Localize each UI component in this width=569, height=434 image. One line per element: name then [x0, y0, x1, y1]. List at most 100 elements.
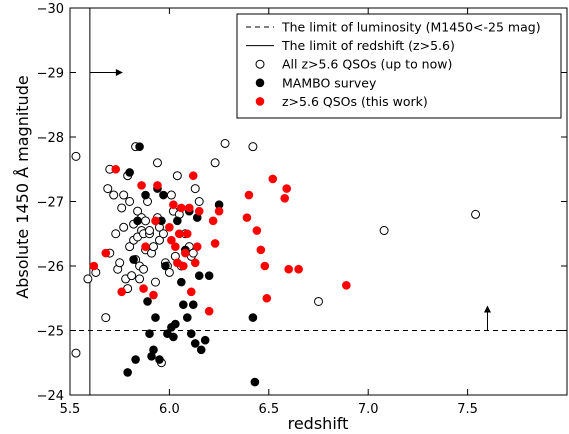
series-2: [89, 164, 351, 316]
data-point: [127, 271, 137, 281]
data-point: [101, 313, 111, 323]
data-point: [179, 261, 188, 271]
y-tick-label: −25: [37, 325, 64, 340]
data-point: [294, 264, 303, 274]
data-point: [214, 206, 224, 216]
y-axis: −24 −25 −26 −27 −28 −29 −30: [37, 2, 567, 404]
data-point: [252, 226, 262, 235]
data-point: [182, 229, 192, 239]
x-axis: 5.5 6.0 6.5 7.0 7.5: [60, 8, 478, 417]
x-axis-label: redshift: [288, 414, 349, 433]
data-point: [314, 296, 323, 306]
y-tick-label: −30: [37, 2, 64, 17]
data-point: [282, 184, 291, 193]
data-point: [220, 138, 230, 148]
data-point: [262, 293, 272, 303]
data-point: [194, 271, 204, 280]
data-point: [280, 193, 290, 203]
legend-marker: [255, 97, 265, 106]
data-point: [103, 184, 113, 194]
legend-label: z>5.6 QSOs (this work): [282, 94, 428, 109]
data-point: [379, 226, 389, 236]
data-point: [169, 200, 178, 210]
data-point: [181, 248, 190, 258]
data-point: [141, 242, 150, 251]
data-point: [101, 248, 111, 258]
data-point: [153, 181, 162, 190]
data-point: [131, 355, 140, 364]
data-point: [143, 297, 152, 306]
data-point: [171, 242, 180, 251]
data-point: [129, 255, 138, 264]
y-axis-label: Absolute 1450 Å magnitude: [13, 75, 32, 298]
data-point: [167, 235, 176, 245]
legend-box: [236, 13, 562, 119]
data-point: [186, 287, 196, 297]
data-point: [244, 190, 254, 200]
data-point: [194, 197, 204, 206]
data-point: [152, 158, 162, 168]
data-point: [188, 300, 198, 310]
data-point: [190, 184, 200, 194]
data-point: [256, 245, 266, 255]
data-point: [71, 151, 81, 161]
data-point: [190, 258, 200, 268]
x-tick-label: 5.5: [60, 402, 81, 417]
data-point: [173, 216, 182, 226]
data-point: [196, 345, 206, 355]
data-point: [125, 197, 135, 206]
data-point: [260, 261, 270, 271]
legend-label: The limit of luminosity (M1450<-25 mag): [281, 20, 541, 35]
data-point: [83, 274, 93, 284]
data-point: [188, 171, 198, 180]
data-point: [471, 209, 481, 219]
legend-label: MAMBO survey: [282, 75, 377, 90]
data-point: [123, 368, 132, 377]
y-tick-label: −27: [37, 196, 64, 211]
data-point: [117, 287, 126, 297]
data-point: [186, 329, 196, 339]
data-point: [268, 174, 278, 184]
legend: The limit of luminosity (M1450<-25 mag) T…: [236, 13, 562, 119]
data-point: [200, 335, 210, 345]
data-point: [139, 264, 149, 274]
legend-label: All z>5.6 QSOs (up to now): [282, 57, 452, 72]
data-point: [111, 164, 121, 174]
data-point: [133, 216, 142, 226]
data-point: [192, 242, 202, 251]
data-point: [150, 277, 160, 287]
data-point: [166, 190, 176, 200]
data-point: [115, 258, 125, 268]
data-point: [141, 216, 151, 226]
series-0: [71, 138, 481, 368]
legend-marker: [255, 59, 265, 69]
x-tick-label: 6.5: [258, 402, 279, 417]
data-point: [210, 239, 220, 248]
data-point: [204, 306, 214, 316]
data-point: [149, 290, 158, 300]
data-point: [89, 261, 99, 271]
data-point: [137, 181, 146, 190]
data-point: [111, 229, 121, 239]
data-point: [171, 319, 180, 329]
data-point: [190, 339, 200, 348]
data-point: [177, 203, 186, 213]
data-point: [119, 190, 129, 200]
data-point: [133, 206, 143, 216]
luminosity-arrow-head: [483, 305, 491, 313]
data-point: [165, 223, 174, 232]
data-point: [210, 158, 220, 168]
data-point: [135, 274, 145, 284]
plot-layer: [69, 7, 568, 396]
data-point: [248, 142, 258, 152]
data-point: [179, 300, 188, 310]
data-point: [148, 242, 158, 252]
redshift-arrow-head: [115, 69, 123, 76]
x-tick-label: 7.5: [457, 402, 478, 417]
data-point: [119, 222, 129, 232]
data-point: [172, 171, 182, 181]
y-tick-label: −28: [37, 131, 64, 146]
data-point: [158, 229, 168, 239]
data-point: [250, 377, 260, 387]
